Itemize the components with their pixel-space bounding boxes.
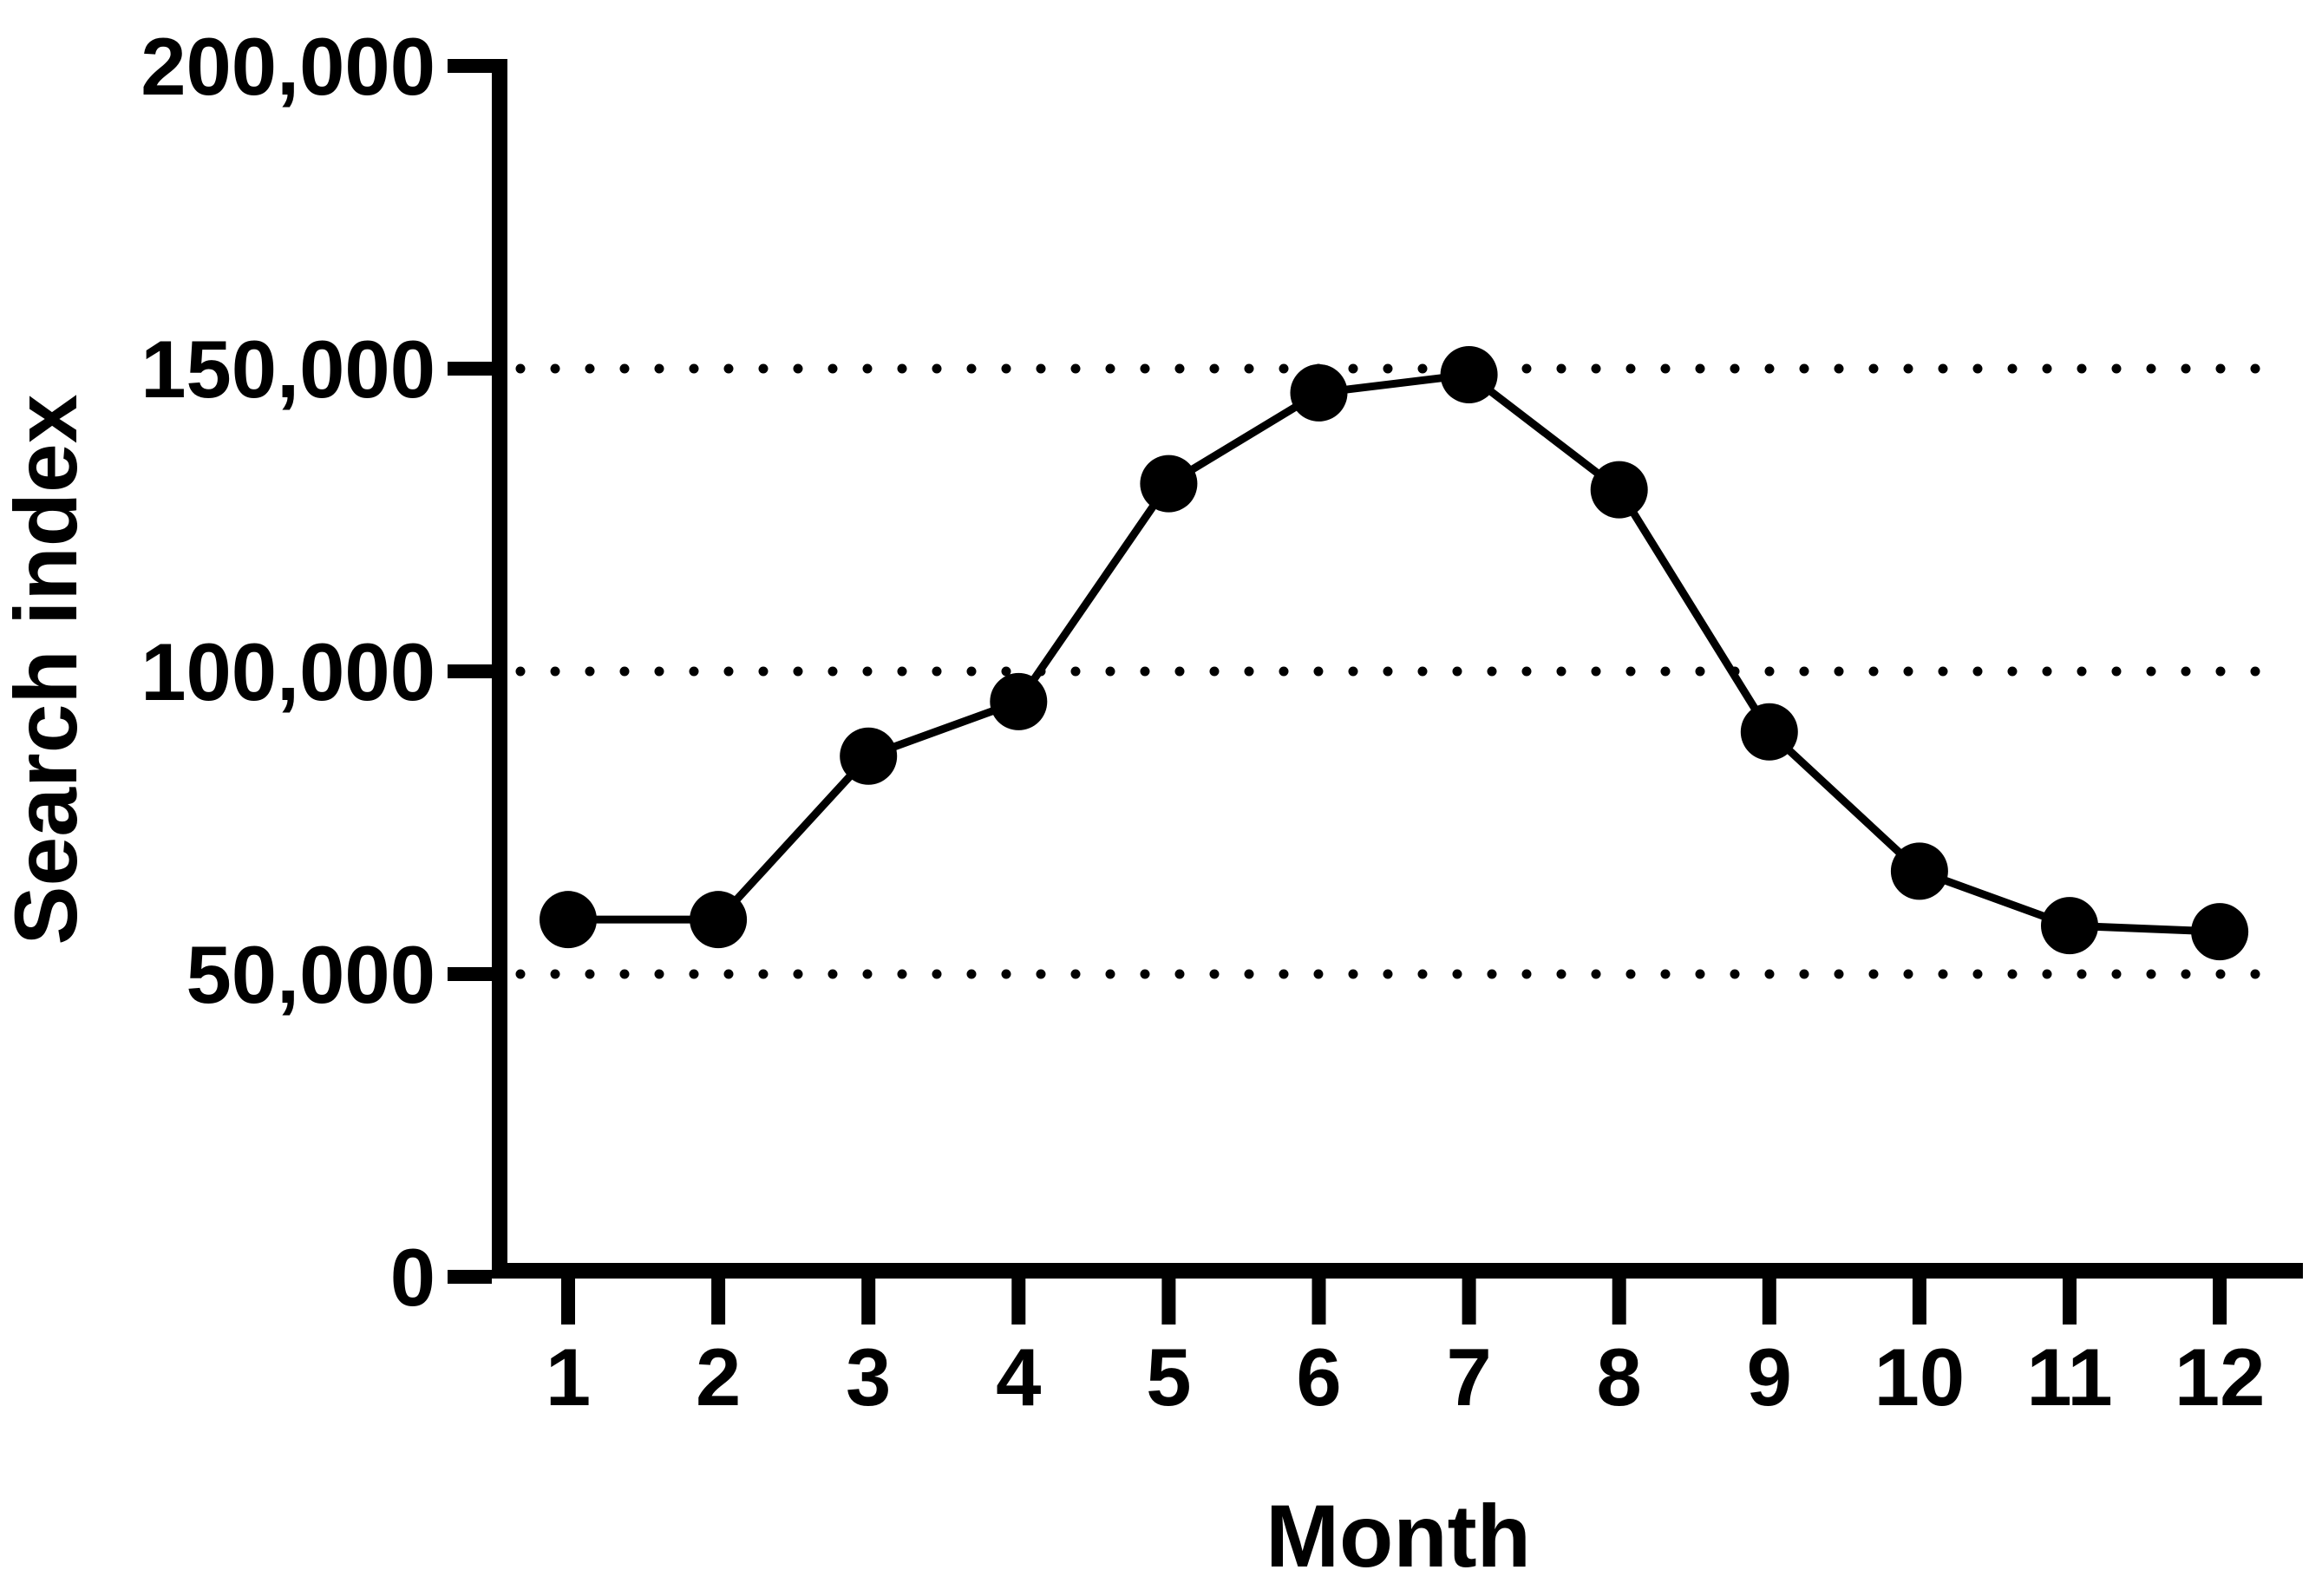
y-tick-label: 100,000 bbox=[141, 626, 435, 717]
data-point bbox=[1290, 363, 1348, 422]
x-tick-label: 9 bbox=[1747, 1331, 1792, 1423]
x-tick-label: 12 bbox=[2175, 1331, 2266, 1423]
y-tick-label: 50,000 bbox=[186, 929, 435, 1020]
y-tick-label: 150,000 bbox=[141, 324, 435, 415]
data-point bbox=[2191, 903, 2249, 961]
y-tick-label: 200,000 bbox=[141, 21, 435, 112]
x-tick-label: 11 bbox=[2026, 1331, 2112, 1423]
y-tick-label: 0 bbox=[390, 1232, 435, 1323]
data-point bbox=[990, 672, 1048, 730]
x-tick-label: 1 bbox=[546, 1331, 591, 1423]
x-axis-title: Month bbox=[1266, 1487, 1531, 1586]
data-point bbox=[1440, 345, 1498, 403]
x-tick-label: 4 bbox=[996, 1331, 1041, 1423]
x-tick-label: 6 bbox=[1296, 1331, 1341, 1423]
data-line bbox=[568, 370, 2221, 936]
x-tick-label: 2 bbox=[696, 1331, 741, 1423]
x-tick-label: 3 bbox=[846, 1331, 891, 1423]
x-tick-label: 8 bbox=[1597, 1331, 1642, 1423]
data-series-layer bbox=[540, 345, 2249, 961]
data-point bbox=[540, 891, 597, 949]
data-point bbox=[1590, 461, 1648, 519]
gridlines-layer bbox=[515, 363, 2290, 979]
data-point bbox=[840, 727, 898, 785]
data-point bbox=[1140, 455, 1198, 513]
data-point bbox=[1890, 842, 1948, 900]
data-point bbox=[2041, 897, 2098, 955]
data-point bbox=[690, 891, 748, 949]
y-axis-title: Search index bbox=[0, 395, 95, 945]
x-tick-label: 10 bbox=[1874, 1331, 1966, 1423]
data-point bbox=[1740, 703, 1798, 761]
x-tick-label: 7 bbox=[1446, 1331, 1491, 1423]
x-tick-label: 5 bbox=[1146, 1331, 1191, 1423]
